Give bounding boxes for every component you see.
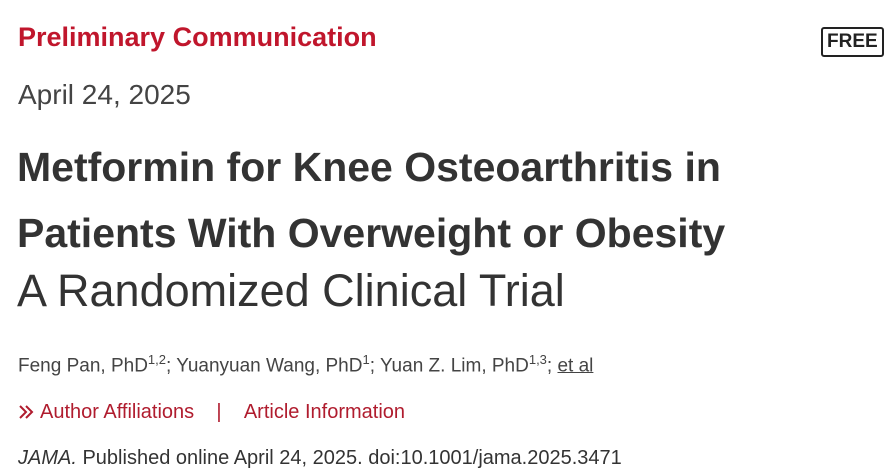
link[interactable]: Author Affiliations: [40, 401, 195, 423]
subtitle: A Randomized Clinical Trial: [17, 265, 565, 316]
date: April 24, 2025: [18, 79, 191, 110]
link[interactable]: Article Information: [243, 401, 406, 423]
affiliation: 1: [362, 352, 370, 367]
author-name: Yuanyuan Wang, PhD: [176, 355, 363, 377]
chevron-icon: [19, 405, 34, 419]
links: Author Affiliations | Article Informatio…: [18, 401, 405, 424]
title-line: Metformin for Knee Osteoarthritis in: [17, 144, 721, 190]
citation-text: Published online April 24, 2025. doi:10.…: [82, 447, 622, 469]
author-name: Yuan Z. Lim, PhD: [379, 355, 529, 377]
title-line: Patients With Overweight or Obesity: [17, 210, 726, 256]
author-name: Feng Pan, PhD: [18, 355, 148, 377]
et-al[interactable]: et al: [557, 355, 594, 377]
author-separator: ;: [166, 355, 172, 377]
author-separator: ;: [546, 355, 553, 377]
free-badge: FREE: [821, 27, 884, 57]
title: Metformin for Knee Osteoarthritis in Pat…: [17, 134, 725, 266]
journal: JAMA.: [18, 447, 77, 469]
link-separator: |: [216, 401, 222, 423]
authors: Feng Pan, PhD1,2; Yuanyuan Wang, PhD1; Y…: [18, 352, 593, 377]
category: Preliminary Communication: [18, 22, 377, 52]
affiliation: 1,2: [147, 352, 166, 367]
affiliation: 1,3: [528, 352, 547, 367]
citation: JAMA. Published online April 24, 2025. d…: [18, 447, 622, 470]
author-separator: ;: [369, 355, 375, 377]
